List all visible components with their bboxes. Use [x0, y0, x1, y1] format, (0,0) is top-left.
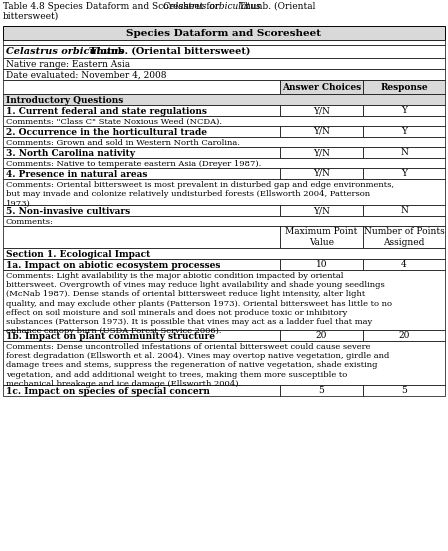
Bar — [280, 205, 363, 216]
Text: Y: Y — [401, 127, 407, 136]
Text: Introductory Questions: Introductory Questions — [6, 96, 123, 105]
Bar — [3, 179, 445, 205]
Bar — [280, 385, 363, 396]
Bar — [363, 205, 445, 216]
Text: 4. Presence in natural areas: 4. Presence in natural areas — [6, 170, 147, 179]
Bar — [3, 330, 280, 341]
Bar — [3, 105, 280, 116]
Text: 20: 20 — [316, 331, 327, 340]
Text: Comments:: Comments: — [6, 218, 54, 226]
Bar — [3, 270, 445, 330]
Text: 4: 4 — [401, 260, 407, 269]
Text: 1b. Impact on plant community structure: 1b. Impact on plant community structure — [6, 332, 215, 341]
Text: Y/N: Y/N — [313, 148, 330, 157]
Bar — [363, 226, 445, 248]
Text: 3. North Carolina nativity: 3. North Carolina nativity — [6, 149, 135, 158]
Bar — [3, 45, 445, 58]
Text: Celastrus orbiculatus: Celastrus orbiculatus — [163, 2, 261, 11]
Bar — [3, 80, 280, 94]
Bar — [3, 259, 280, 270]
Bar — [3, 26, 445, 40]
Text: Comments: Oriental bittersweet is most prevalent in disturbed gap and edge envir: Comments: Oriental bittersweet is most p… — [6, 181, 394, 207]
Bar — [3, 94, 445, 105]
Text: Y/N: Y/N — [313, 206, 330, 215]
Bar — [280, 330, 363, 341]
Bar — [3, 158, 445, 168]
Text: 5. Non-invasive cultivars: 5. Non-invasive cultivars — [6, 207, 130, 216]
Bar — [363, 168, 445, 179]
Bar — [363, 147, 445, 158]
Bar — [3, 341, 445, 385]
Text: Comments: Native to temperate eastern Asia (Dreyer 1987).: Comments: Native to temperate eastern As… — [6, 160, 261, 168]
Text: Answer Choices: Answer Choices — [282, 83, 361, 91]
Text: 1. Current federal and state regulations: 1. Current federal and state regulations — [6, 107, 207, 116]
Text: N: N — [400, 148, 408, 157]
Bar — [3, 116, 445, 126]
Bar — [3, 69, 445, 80]
Bar — [3, 147, 280, 158]
Text: bittersweet): bittersweet) — [3, 12, 59, 21]
Text: Comments: Dense uncontrolled infestations of oriental bittersweet could cause se: Comments: Dense uncontrolled infestation… — [6, 343, 389, 388]
Text: 5: 5 — [401, 386, 407, 395]
Text: Comments: Grown and sold in Western North Carolina.: Comments: Grown and sold in Western Nort… — [6, 139, 240, 147]
Text: Thunb. (Oriental: Thunb. (Oriental — [236, 2, 315, 11]
Bar — [3, 137, 445, 147]
Text: Thunb. (Oriental bittersweet): Thunb. (Oriental bittersweet) — [86, 47, 250, 56]
Text: 1c. Impact on species of special concern: 1c. Impact on species of special concern — [6, 387, 210, 396]
Bar — [363, 259, 445, 270]
Bar — [363, 80, 445, 94]
Bar — [3, 248, 445, 259]
Bar — [280, 226, 363, 248]
Text: Maximum Point
Value: Maximum Point Value — [285, 228, 358, 247]
Bar — [3, 216, 445, 226]
Bar — [363, 385, 445, 396]
Text: 1a. Impact on abiotic ecosystem processes: 1a. Impact on abiotic ecosystem processe… — [6, 261, 220, 270]
Text: Celastrus orbiculatus: Celastrus orbiculatus — [6, 47, 124, 56]
Text: Y/N: Y/N — [313, 106, 330, 115]
Text: Comments: "Class C" State Noxious Weed (NCDA).: Comments: "Class C" State Noxious Weed (… — [6, 118, 222, 126]
Bar — [280, 126, 363, 137]
Text: Y: Y — [401, 106, 407, 115]
Bar — [280, 259, 363, 270]
Text: Table 4.8 Species Dataform and Scoresheet for: Table 4.8 Species Dataform and Scoreshee… — [3, 2, 222, 11]
Text: 20: 20 — [398, 331, 409, 340]
Bar — [280, 147, 363, 158]
Text: Y/N: Y/N — [313, 127, 330, 136]
Text: Y: Y — [401, 169, 407, 178]
Bar — [363, 126, 445, 137]
Text: 2. Occurrence in the horticultural trade: 2. Occurrence in the horticultural trade — [6, 128, 207, 137]
Bar — [3, 168, 280, 179]
Bar — [3, 58, 445, 69]
Bar — [3, 385, 280, 396]
Bar — [363, 105, 445, 116]
Bar — [280, 105, 363, 116]
Bar — [3, 205, 280, 216]
Text: 10: 10 — [316, 260, 327, 269]
Text: Native range: Eastern Asia: Native range: Eastern Asia — [6, 60, 130, 69]
Text: Section 1. Ecological Impact: Section 1. Ecological Impact — [6, 250, 150, 259]
Bar — [3, 226, 280, 248]
Text: Y/N: Y/N — [313, 169, 330, 178]
Text: Date evaluated: November 4, 2008: Date evaluated: November 4, 2008 — [6, 71, 167, 80]
Bar — [280, 80, 363, 94]
Text: N: N — [400, 206, 408, 215]
Bar — [3, 40, 445, 45]
Bar — [3, 126, 280, 137]
Text: 5: 5 — [319, 386, 324, 395]
Text: Comments: Light availability is the major abiotic condition impacted by oriental: Comments: Light availability is the majo… — [6, 272, 392, 335]
Bar — [363, 330, 445, 341]
Bar — [280, 168, 363, 179]
Text: Species Dataform and Scoresheet: Species Dataform and Scoresheet — [126, 29, 322, 37]
Text: Number of Points
Assigned: Number of Points Assigned — [364, 228, 444, 247]
Text: Response: Response — [380, 83, 428, 91]
